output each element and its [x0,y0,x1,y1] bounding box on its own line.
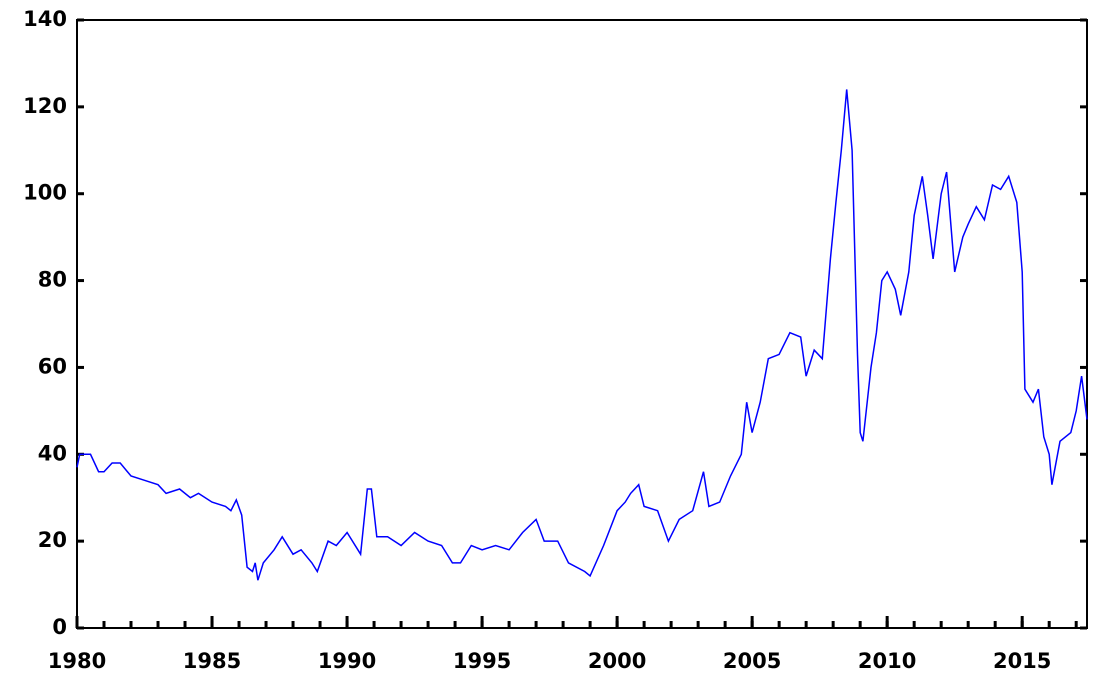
x-tick-label: 1995 [453,649,511,673]
y-tick-label: 140 [23,7,67,31]
x-tick-label: 2005 [723,649,781,673]
x-tick-label: 1980 [48,649,106,673]
x-tick-label: 2015 [993,649,1051,673]
y-tick-label: 100 [23,181,67,205]
y-tick-label: 120 [23,94,67,118]
y-tick-label: 0 [52,615,67,639]
y-tick-label: 60 [38,354,67,378]
x-tick-label: 1985 [183,649,241,673]
y-tick-label: 20 [38,528,67,552]
y-tick-label: 40 [38,441,67,465]
x-tick-label: 2010 [858,649,916,673]
data-line [76,89,1088,581]
y-tick-label: 80 [38,268,67,292]
x-tick-label: 2000 [588,649,646,673]
plot-frame [76,19,1088,629]
x-tick-label: 1990 [318,649,376,673]
